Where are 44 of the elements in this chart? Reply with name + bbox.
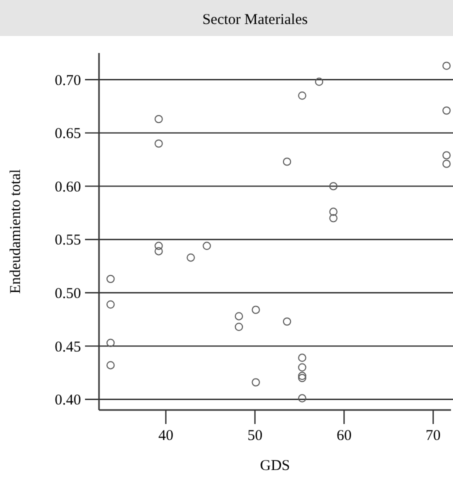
point xyxy=(106,274,115,284)
point xyxy=(298,372,306,380)
point xyxy=(315,78,324,86)
point xyxy=(298,363,306,372)
point xyxy=(442,151,451,160)
point xyxy=(282,158,292,166)
point xyxy=(154,139,163,148)
point xyxy=(106,338,115,347)
point xyxy=(298,92,306,100)
point xyxy=(252,306,260,314)
y-axis-title: Endeudamiento total xyxy=(8,169,24,294)
x-tick-label: 70 xyxy=(426,428,441,444)
point xyxy=(106,300,115,309)
point xyxy=(202,242,211,250)
point xyxy=(298,354,306,362)
point xyxy=(442,106,451,115)
y-tick-label: 0.60 xyxy=(54,179,81,196)
point xyxy=(298,394,306,402)
y-tick-label: 0.55 xyxy=(54,232,81,249)
point xyxy=(329,214,338,222)
point xyxy=(234,312,244,320)
x-tick-label: 50 xyxy=(247,428,262,444)
y-tick-label: 0.40 xyxy=(54,392,81,409)
y-tick-label: 0.50 xyxy=(54,286,81,302)
point xyxy=(154,247,163,256)
x-tick-label: 40 xyxy=(158,428,174,444)
point xyxy=(442,160,451,168)
chart-title: Sector Materiales xyxy=(202,12,308,28)
point xyxy=(329,182,338,190)
point xyxy=(234,322,244,331)
y-tick-label: 0.70 xyxy=(54,72,81,89)
point xyxy=(154,242,163,250)
point xyxy=(252,378,260,386)
point xyxy=(329,208,338,216)
point xyxy=(282,317,292,326)
point xyxy=(186,254,195,262)
point xyxy=(442,62,451,70)
point xyxy=(298,374,306,382)
point xyxy=(106,361,115,370)
y-tick-label: 0.65 xyxy=(54,126,81,142)
point xyxy=(154,114,163,124)
y-tick-label: 0.45 xyxy=(54,339,81,356)
x-axis-title: GDS xyxy=(260,458,290,474)
x-tick-label: 60 xyxy=(336,428,352,444)
